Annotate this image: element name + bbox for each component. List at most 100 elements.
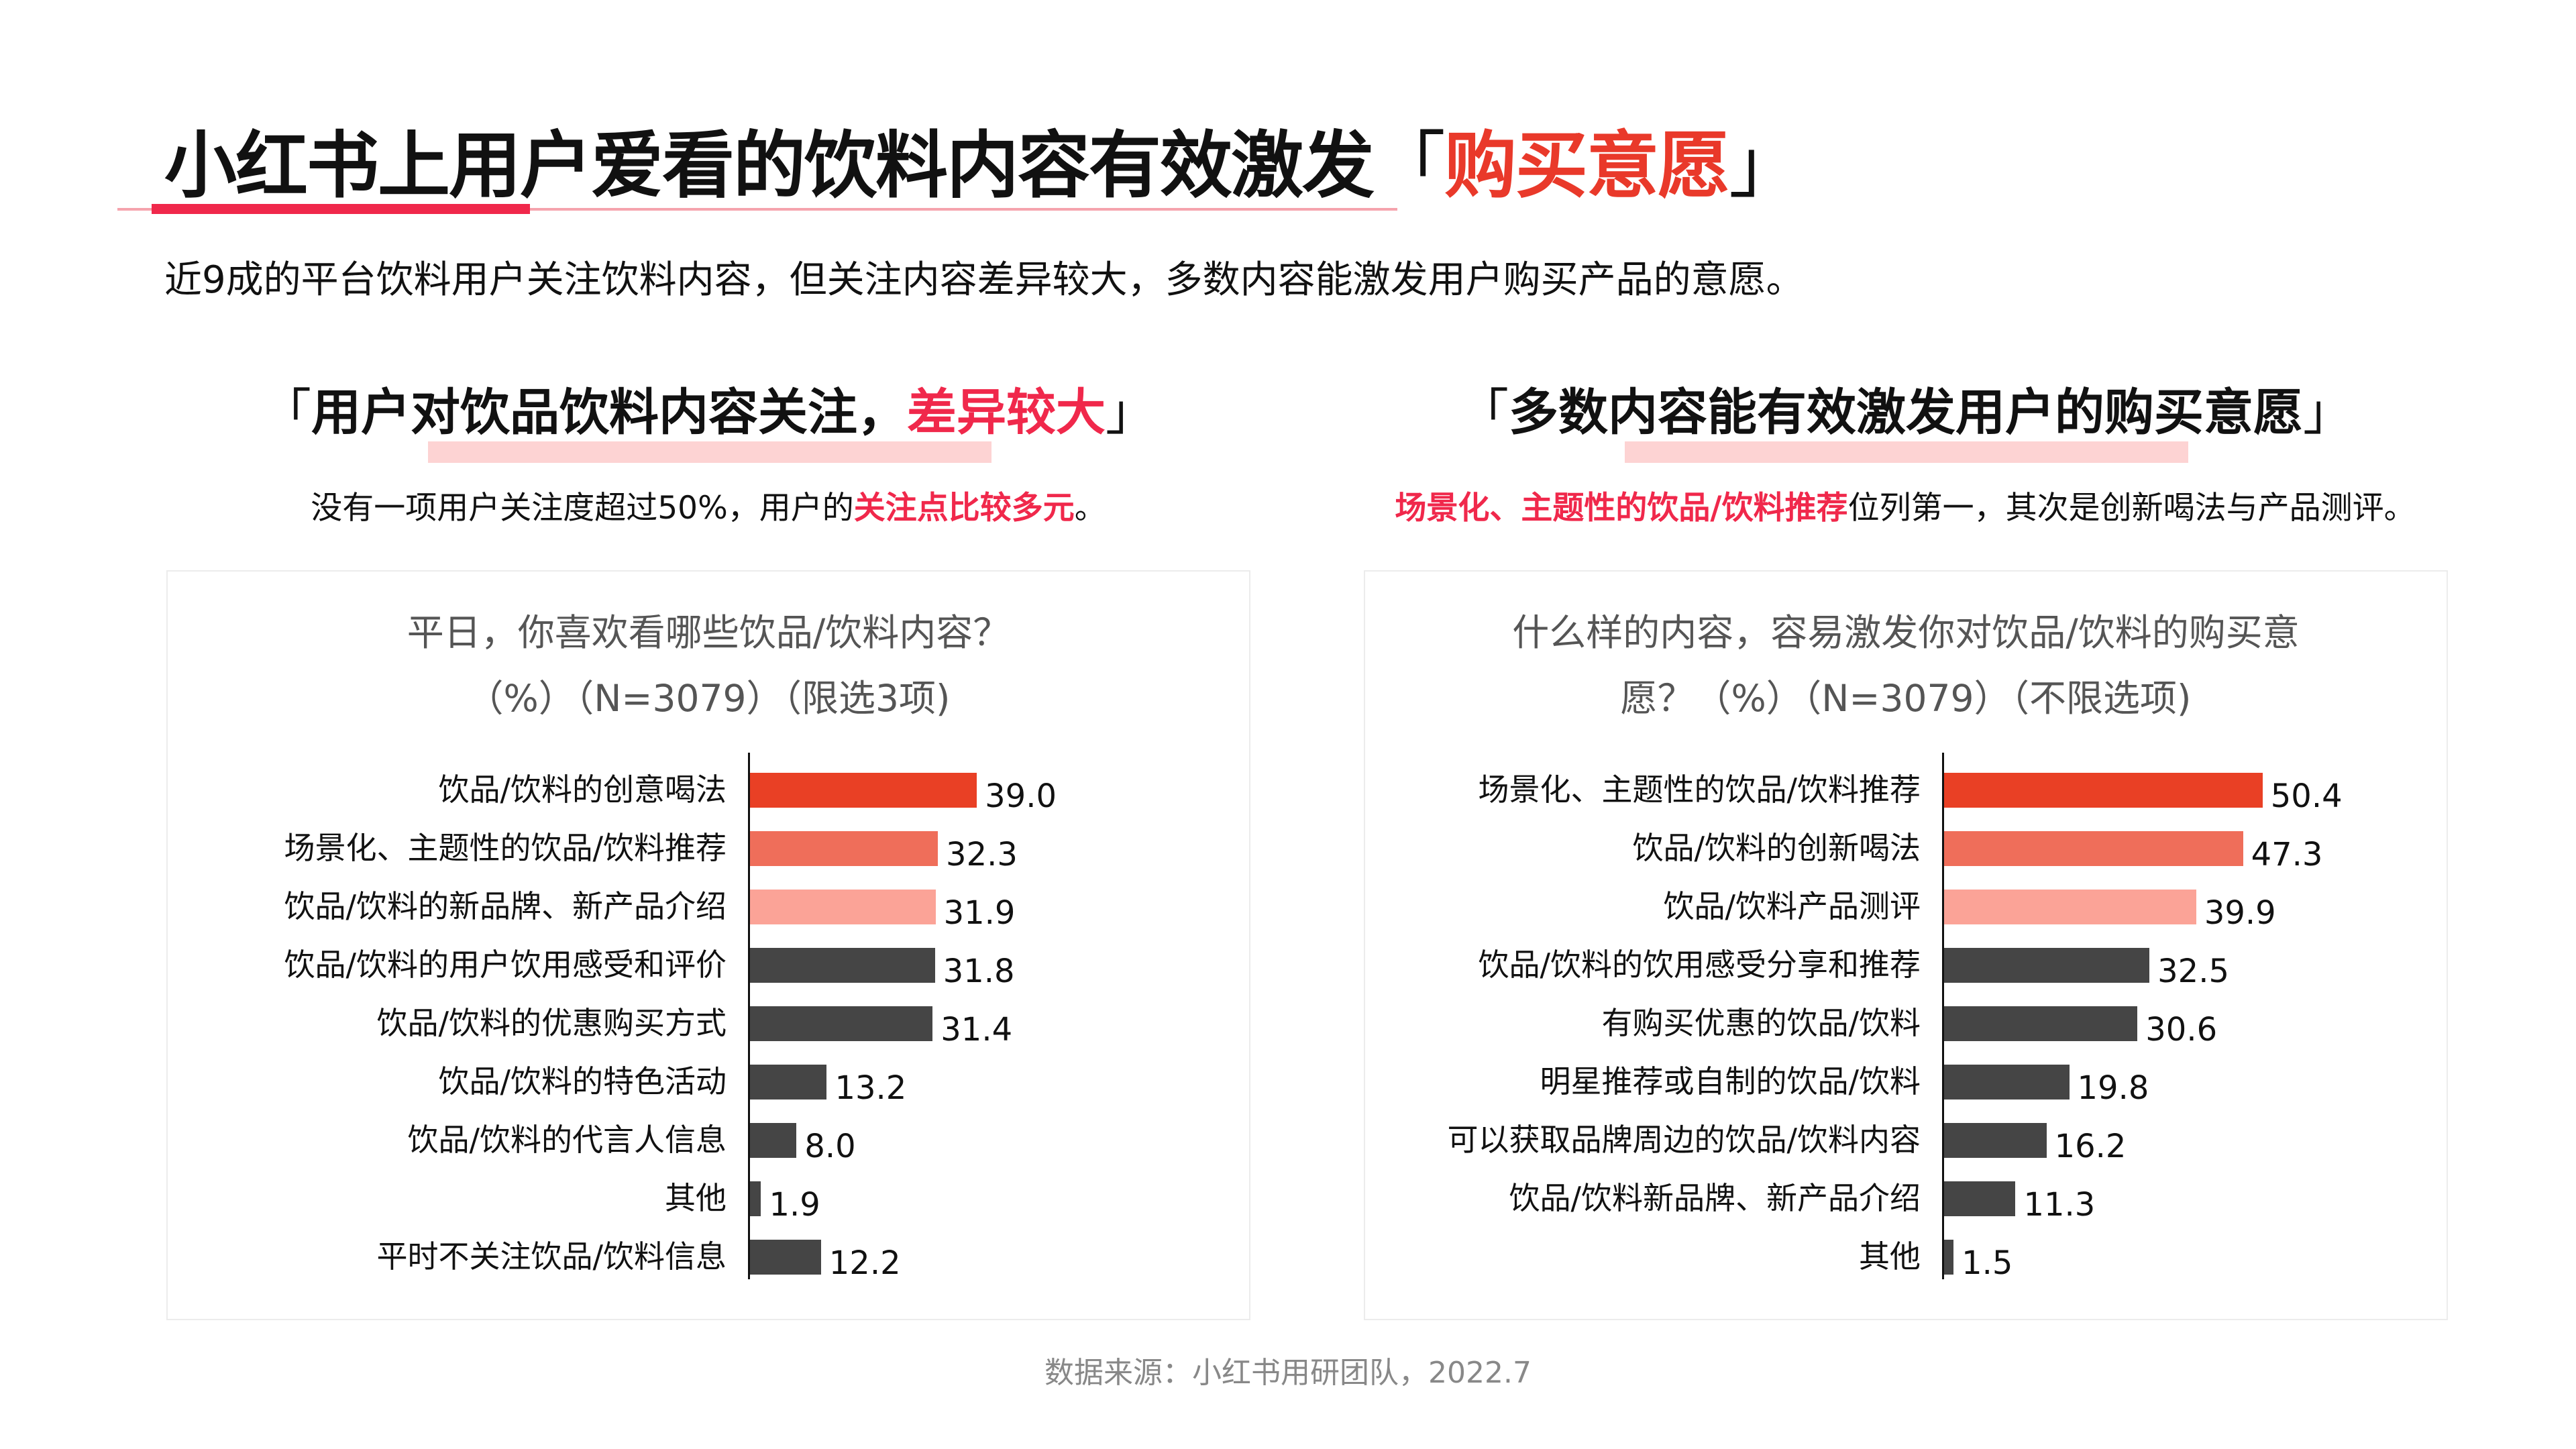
right-chart-title-line2: 愿？（%）（N=3079）（不限选项) [1620,677,2192,720]
bar [750,1006,933,1041]
bar-label: 可以获取品牌周边的饮品/饮料内容 [1447,1122,1921,1158]
left-sub-end: 。 [1074,490,1106,527]
bar-label: 饮品/饮料的优惠购买方式 [376,1005,727,1041]
bar-label: 饮品/饮料的新品牌、新产品介绍 [284,888,727,924]
bar [1944,773,2263,808]
page-title-highlight: 购买意愿 [1444,124,1730,208]
bar-label: 饮品/饮料的饮用感受分享和推荐 [1478,947,1921,983]
bar-value-label: 8.0 [804,1128,856,1165]
right-chart-axis [1942,753,1944,1279]
left-heading-text: 用户对饮品饮料内容关注， [311,384,907,441]
page-title-text: 小红书上用户爱看的饮料内容有效激发 [164,124,1375,208]
bar-value-label: 31.4 [941,1011,1013,1049]
left-chart-title-line2: （%）（N=3079）（限选3项) [466,677,951,720]
title-close-bracket: 」 [1729,124,1801,208]
bar-row: 饮品/饮料的用户饮用感受和评价 31.8 [168,936,1249,994]
bar-value-label: 50.4 [2270,777,2343,815]
right-sub-highlight: 场景化、主题性的饮品/饮料推荐 [1395,490,1848,527]
bar-row: 明星推荐或自制的饮品/饮料 19.8 [1365,1053,2447,1111]
data-source-footer: 数据来源：小红书用研团队，2022.7 [1044,1356,1532,1390]
bar-label: 场景化、主题性的饮品/饮料推荐 [284,830,727,866]
bar-value-label: 19.8 [2077,1069,2149,1107]
bar-value-label: 31.8 [943,953,1015,990]
bar-row: 饮品/饮料的饮用感受分享和推荐 32.5 [1365,936,2447,994]
bar-label: 平时不关注饮品/饮料信息 [376,1238,727,1275]
bar-label: 饮品/饮料的用户饮用感受和评价 [284,947,727,983]
page-title: 小红书上用户爱看的饮料内容有效激发「购买意愿」 [164,107,1801,212]
bar [1944,1006,2138,1041]
bar [750,1240,821,1275]
bar-row: 饮品/饮料的新品牌、新产品介绍 31.9 [168,877,1249,936]
bar-value-label: 47.3 [2251,836,2323,873]
bar [750,890,936,924]
bar-value-label: 32.3 [946,836,1018,873]
left-sub-highlight: 关注点比较多元 [853,490,1075,527]
title-open-bracket: 「 [1373,124,1446,208]
bar-row: 平时不关注饮品/饮料信息 12.2 [168,1228,1249,1286]
bar-row: 其他 1.5 [1365,1228,2447,1286]
bar [750,1123,797,1158]
bar-row: 饮品/饮料的优惠购买方式 31.4 [168,994,1249,1053]
bar [750,831,938,866]
bar-value-label: 31.9 [943,894,1016,932]
bar [750,948,935,983]
bracket-open: 「 [1459,384,1509,441]
bar-row: 饮品/饮料的代言人信息 8.0 [168,1111,1249,1169]
left-section-heading: 「用户对饮品饮料内容关注，差异较大」 [166,372,1250,444]
page-subtitle: 近9成的平台饮料用户关注饮料内容，但关注内容差异较大，多数内容能激发用户购买产品… [164,258,1804,302]
right-chart-title: 什么样的内容，容易激发你对饮品/饮料的购买意 愿？（%）（N=3079）（不限选… [1365,600,2447,731]
right-heading-text: 多数内容能有效激发用户的购买意愿 [1509,384,2303,441]
bar-label: 有购买优惠的饮品/饮料 [1601,1005,1921,1041]
bar-row: 其他 1.9 [168,1169,1249,1228]
bar-value-label: 12.2 [828,1244,901,1282]
left-chart-title-line1: 平日，你喜欢看哪些饮品/饮料内容？ [407,611,1010,654]
bar-label: 饮品/饮料新品牌、新产品介绍 [1509,1180,1921,1216]
bracket-close: 」 [2303,384,2353,441]
bar [750,773,977,808]
bar-row: 场景化、主题性的饮品/饮料推荐 50.4 [1365,761,2447,819]
bar-row: 饮品/饮料的创新喝法 47.3 [1365,819,2447,877]
title-underline [117,208,1397,211]
bar-value-label: 1.5 [1962,1244,2013,1282]
bar-row: 有购买优惠的饮品/饮料 30.6 [1365,994,2447,1053]
bar-value-label: 13.2 [835,1069,907,1107]
bar-label: 其他 [1859,1238,1921,1275]
bracket-close: 」 [1106,384,1155,441]
left-heading-highlight-mark [428,441,991,463]
right-chart-panel: 什么样的内容，容易激发你对饮品/饮料的购买意 愿？（%）（N=3079）（不限选… [1364,570,2448,1320]
bar-value-label: 16.2 [2054,1128,2127,1165]
right-chart-title-line1: 什么样的内容，容易激发你对饮品/饮料的购买意 [1512,611,2300,654]
right-sub-text: 位列第一，其次是创新喝法与产品测评。 [1847,490,2416,527]
bar-row: 饮品/饮料新品牌、新产品介绍 11.3 [1365,1169,2447,1228]
left-chart-panel: 平日，你喜欢看哪些饮品/饮料内容？ （%）（N=3079）（限选3项) 饮品/饮… [166,570,1250,1320]
bar-label: 饮品/饮料的创新喝法 [1632,830,1921,866]
right-section-subtext: 场景化、主题性的饮品/饮料推荐位列第一，其次是创新喝法与产品测评。 [1308,482,2502,528]
right-heading-highlight-mark [1625,441,2188,463]
bar [1944,831,2243,866]
bar-row: 可以获取品牌周边的饮品/饮料内容 16.2 [1365,1111,2447,1169]
bar-row: 饮品/饮料的特色活动 13.2 [168,1053,1249,1111]
left-heading-highlight: 差异较大 [907,384,1106,441]
bar-label: 明星推荐或自制的饮品/饮料 [1540,1063,1921,1099]
bar-label: 饮品/饮料产品测评 [1663,888,1921,924]
bar [1944,948,2150,983]
bar-row: 饮品/饮料的创意喝法 39.0 [168,761,1249,819]
bar-label: 场景化、主题性的饮品/饮料推荐 [1478,771,1921,808]
bar-value-label: 39.0 [985,777,1057,815]
bar-value-label: 30.6 [2145,1011,2218,1049]
bar-label: 饮品/饮料的代言人信息 [407,1122,727,1158]
left-section-subtext: 没有一项用户关注度超过50%，用户的关注点比较多元。 [166,482,1250,528]
right-section-heading: 「多数内容能有效激发用户的购买意愿」 [1364,372,2448,444]
bar [1944,890,2196,924]
bar-value-label: 1.9 [769,1186,820,1224]
left-sub-text: 没有一项用户关注度超过50%，用户的 [311,490,854,527]
bar-row: 饮品/饮料产品测评 39.9 [1365,877,2447,936]
bar-row: 场景化、主题性的饮品/饮料推荐 32.3 [168,819,1249,877]
left-chart-axis [748,753,750,1279]
bar-value-label: 11.3 [2023,1186,2096,1224]
bar [1944,1065,2070,1099]
bar [750,1065,827,1099]
left-chart-title: 平日，你喜欢看哪些饮品/饮料内容？ （%）（N=3079）（限选3项) [168,600,1249,731]
bar [1944,1181,2016,1216]
bar-value-label: 39.9 [2204,894,2276,932]
